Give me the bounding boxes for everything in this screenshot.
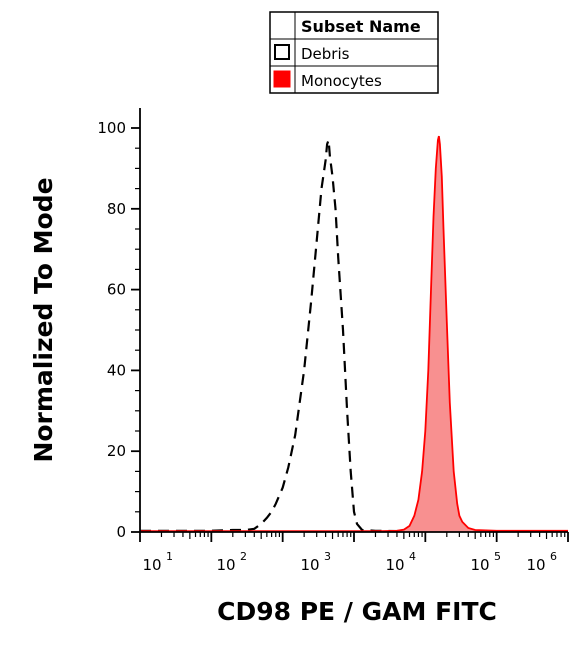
x-tick-exp-4: 4 [409,550,416,563]
legend-label-monocytes: Monocytes [301,72,382,90]
x-tick-exp-5: 5 [494,550,501,563]
series-area-monocytes [140,136,568,532]
legend-swatch-monocytes [273,70,291,88]
series-line-debris [140,139,568,533]
x-tick-label-1: 10 [142,556,161,574]
x-tick-exp-3: 3 [324,550,331,563]
axes-layer: 0 20 40 60 80 100 10 1 10 2 10 3 10 4 10 5 10 6 [97,108,569,574]
y-tick-label-40: 40 [107,361,126,379]
x-tick-label-2: 10 [216,556,235,574]
x-tick-label-6: 10 [526,556,545,574]
y-tick-label-100: 100 [97,119,126,137]
x-tick-exp-1: 1 [166,550,173,563]
series-layer [140,135,568,533]
legend-swatch-debris [274,44,290,60]
x-axis-title: CD98 PE / GAM FITC [217,597,497,626]
x-tick-label-4: 10 [385,556,404,574]
x-tick-exp-2: 2 [240,550,247,563]
y-axis-title: Normalized To Mode [29,177,58,462]
y-tick-label-60: 60 [107,281,126,299]
legend-border [269,11,439,94]
legend: Subset Name Debris Monocytes [269,11,439,94]
y-tick-label-20: 20 [107,442,126,460]
y-tick-label-80: 80 [107,200,126,218]
legend-header: Subset Name [301,17,421,36]
legend-label-debris: Debris [301,45,350,63]
y-tick-label-0: 0 [116,523,126,541]
series-line-monocytes [140,135,568,533]
x-tick-label-3: 10 [300,556,319,574]
x-tick-exp-6: 6 [550,550,557,563]
x-tick-label-5: 10 [470,556,489,574]
